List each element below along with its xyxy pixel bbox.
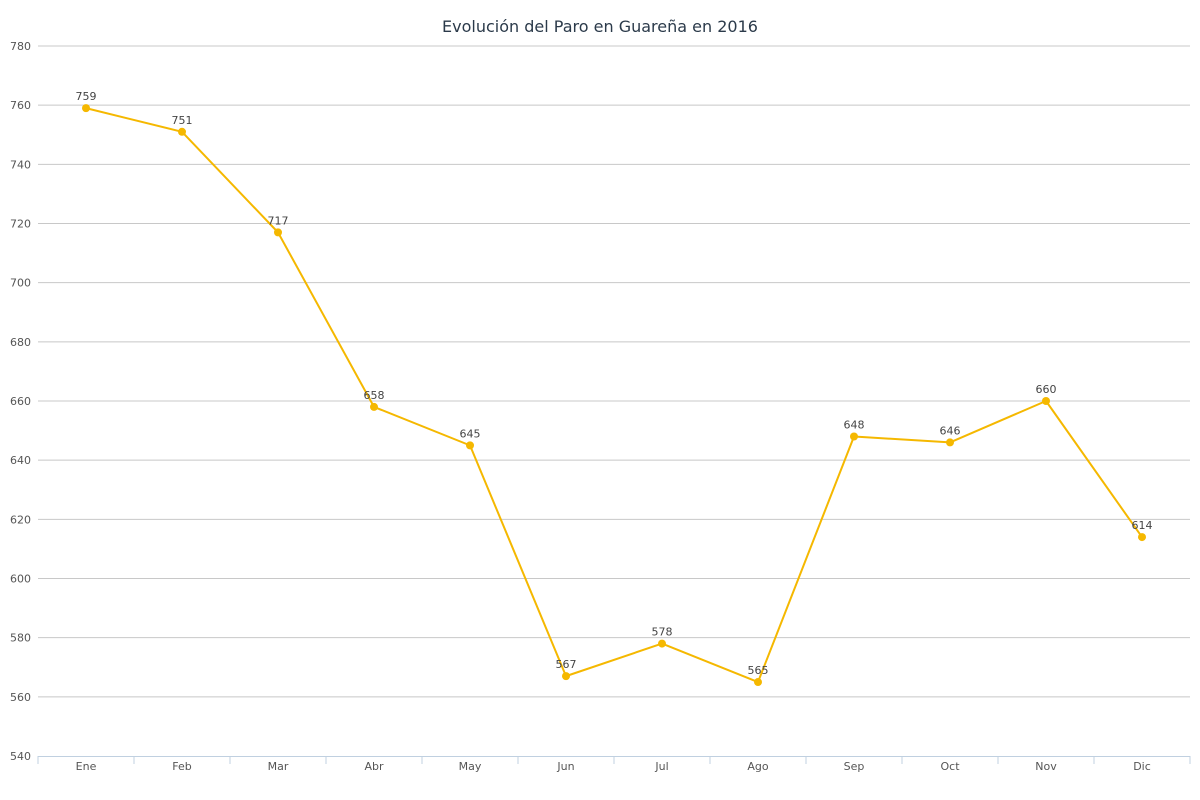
x-tick-label: Abr bbox=[364, 760, 384, 773]
x-tick-label: Ene bbox=[76, 760, 97, 773]
y-tick-label: 660 bbox=[10, 395, 31, 408]
x-tick-label: Jul bbox=[654, 760, 668, 773]
series-line bbox=[85, 107, 1143, 684]
y-tick-label: 560 bbox=[10, 691, 31, 704]
data-label: 717 bbox=[268, 214, 289, 227]
data-point[interactable] bbox=[562, 672, 570, 681]
data-label: 660 bbox=[1036, 383, 1057, 396]
x-tick-label: Oct bbox=[940, 760, 960, 773]
data-label: 614 bbox=[1132, 519, 1153, 532]
x-tick-label: Mar bbox=[268, 760, 289, 773]
data-point[interactable] bbox=[466, 441, 474, 450]
data-point[interactable] bbox=[274, 228, 282, 237]
x-tick-label: Jun bbox=[556, 760, 574, 773]
data-point[interactable] bbox=[370, 402, 378, 411]
x-tick-label: Nov bbox=[1035, 760, 1057, 773]
data-point[interactable] bbox=[82, 104, 90, 113]
x-tick-label: Ago bbox=[747, 760, 769, 773]
data-label: 658 bbox=[364, 389, 385, 402]
y-tick-label: 580 bbox=[10, 632, 31, 645]
x-tick-label: Sep bbox=[844, 760, 865, 773]
x-tick-label: Dic bbox=[1133, 760, 1151, 773]
y-axis: 540 560 580 600 620 640 660 680 700 720 740 760 780 bbox=[10, 40, 31, 763]
data-label: 645 bbox=[460, 427, 481, 440]
chart-title: Evolución del Paro en Guareña en 2016 bbox=[442, 17, 758, 36]
x-tick-label: Feb bbox=[172, 760, 191, 773]
data-labels: 759 751 717 658 645 567 578 565 648 646 660 614 bbox=[76, 90, 1153, 677]
data-label: 567 bbox=[556, 658, 577, 671]
data-label: 565 bbox=[748, 664, 769, 677]
data-point[interactable] bbox=[946, 438, 954, 447]
x-axis: Ene Feb Mar Abr May Jun Jul Ago Sep Oct Nov Dic bbox=[37, 756, 1191, 773]
data-point[interactable] bbox=[1138, 533, 1146, 542]
y-tick-label: 680 bbox=[10, 336, 31, 349]
y-tick-label: 600 bbox=[10, 573, 31, 586]
data-point[interactable] bbox=[1042, 397, 1050, 405]
data-label: 648 bbox=[844, 419, 865, 432]
y-tick-label: 640 bbox=[10, 454, 31, 467]
x-tick-label: May bbox=[459, 760, 482, 773]
data-point[interactable] bbox=[658, 639, 666, 648]
y-tick-label: 700 bbox=[10, 277, 31, 290]
y-tick-label: 540 bbox=[10, 750, 31, 763]
data-label: 751 bbox=[172, 114, 193, 127]
series-layer bbox=[82, 104, 1146, 687]
y-tick-label: 720 bbox=[10, 218, 31, 231]
grid-lines bbox=[38, 45, 1190, 698]
data-label: 646 bbox=[940, 424, 961, 437]
data-point[interactable] bbox=[178, 127, 186, 136]
y-tick-label: 620 bbox=[10, 513, 31, 526]
data-label: 759 bbox=[76, 90, 97, 103]
y-tick-label: 780 bbox=[10, 40, 31, 53]
y-tick-label: 760 bbox=[10, 99, 31, 112]
data-point[interactable] bbox=[754, 678, 762, 687]
data-label: 578 bbox=[652, 626, 673, 639]
data-point[interactable] bbox=[850, 432, 858, 441]
y-tick-label: 740 bbox=[10, 158, 31, 171]
